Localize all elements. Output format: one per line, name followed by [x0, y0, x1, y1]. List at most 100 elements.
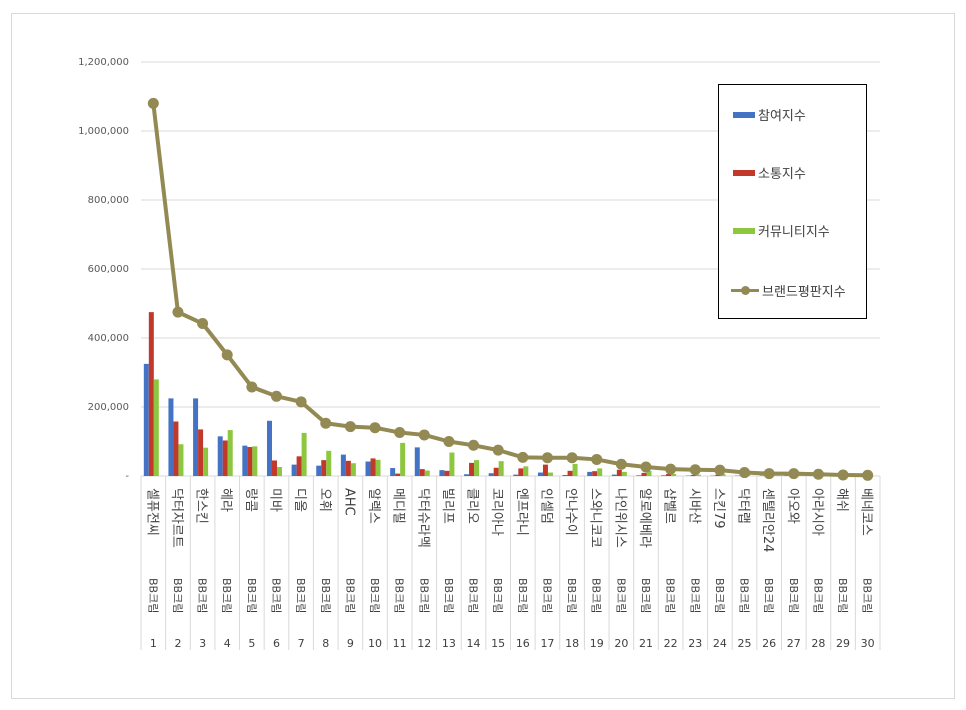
- brand-reputation-point: [221, 349, 233, 361]
- bar: [153, 379, 159, 476]
- category-rank-label: 17: [540, 637, 554, 650]
- category-brand-label: AHC: [341, 488, 356, 516]
- category-brand-label: 아라시아: [809, 488, 824, 536]
- category-group-label: BB크림: [417, 578, 430, 613]
- category-group-label: BB크림: [811, 578, 824, 613]
- legend-swatch-communication: [733, 169, 755, 176]
- bar: [321, 460, 327, 476]
- category-brand-label: 코리아나: [489, 488, 504, 536]
- category-brand-label: 오휘: [317, 488, 332, 512]
- category-rank-label: 13: [442, 637, 456, 650]
- brand-reputation-point: [615, 458, 627, 470]
- brand-reputation-point: [517, 451, 529, 463]
- category-brand-label: 디올: [292, 488, 307, 512]
- bar: [340, 454, 346, 476]
- brand-reputation-point: [665, 463, 677, 475]
- bar: [247, 447, 253, 476]
- category-group-label: BB크림: [762, 578, 775, 613]
- category-group-label: BB크림: [269, 578, 282, 613]
- category-rank-label: 1: [150, 637, 157, 650]
- category-brand-label: 미바: [267, 488, 282, 512]
- bar: [498, 461, 504, 476]
- category-group-label: BB크림: [738, 578, 751, 613]
- legend: 참여지수 소통지수 커뮤니티지수 브랜드평판지수: [718, 84, 867, 319]
- category-group-label: BB크림: [220, 578, 233, 613]
- legend-item-communication: 소통지수: [733, 163, 806, 182]
- bar: [587, 471, 593, 476]
- category-brand-label: 해쉬: [834, 488, 849, 512]
- category-rank-label: 18: [565, 637, 579, 650]
- category-brand-label: 베네코스: [859, 488, 874, 536]
- brand-reputation-point: [763, 468, 775, 480]
- y-tick-label: 400,000: [88, 333, 129, 344]
- legend-label-brand-reputation: 브랜드평판지수: [762, 285, 846, 300]
- category-group-label: BB크림: [639, 578, 652, 613]
- legend-item-brand-reputation: 브랜드평판지수: [731, 281, 846, 300]
- brand-reputation-point: [468, 439, 480, 451]
- bar: [395, 473, 401, 476]
- category-brand-label: 인셀덤: [538, 488, 553, 524]
- brand-reputation-point: [566, 452, 578, 464]
- brand-reputation-point: [812, 468, 824, 480]
- category-rank-label: 3: [199, 637, 206, 650]
- category-brand-label: 시바산: [686, 488, 701, 524]
- bar: [567, 470, 573, 476]
- bar: [271, 460, 277, 476]
- bar: [370, 458, 376, 476]
- category-rank-label: 26: [762, 637, 776, 650]
- category-brand-label: 헤라: [218, 488, 233, 512]
- brand-reputation-point: [394, 427, 406, 439]
- bar: [720, 473, 726, 476]
- category-rank-label: 4: [224, 637, 231, 650]
- brand-reputation-point: [295, 396, 307, 408]
- category-brand-label: 셀퓨전씨: [144, 488, 159, 536]
- category-group-label: BB크림: [590, 578, 603, 613]
- bar: [671, 473, 677, 476]
- category-group-label: BB크림: [196, 578, 209, 613]
- brand-reputation-point: [739, 467, 751, 479]
- brand-reputation-point: [714, 464, 726, 476]
- brand-reputation-point: [443, 436, 455, 447]
- category-brand-label: 메디필: [391, 488, 406, 524]
- category-rank-label: 12: [417, 637, 431, 650]
- bar: [444, 470, 450, 476]
- category-brand-label: 스킨79: [711, 488, 726, 528]
- bar: [252, 446, 258, 476]
- bar: [611, 474, 617, 476]
- brand-reputation-point: [197, 318, 209, 330]
- brand-reputation-point: [492, 444, 504, 456]
- brand-reputation-point: [418, 429, 430, 441]
- category-brand-label: 닥터랩: [736, 488, 751, 524]
- bar: [227, 430, 233, 476]
- y-tick-label: 1,200,000: [78, 57, 129, 68]
- category-rank-label: 19: [590, 637, 604, 650]
- legend-marker-brand-reputation: [741, 286, 750, 295]
- brand-reputation-point: [320, 417, 332, 429]
- category-group-label: BB크림: [516, 578, 529, 613]
- category-group-label: BB크림: [713, 578, 726, 613]
- bar: [523, 466, 529, 476]
- bar: [390, 468, 396, 476]
- category-brand-label: 빌리프: [440, 488, 455, 524]
- bar: [414, 447, 420, 476]
- category-group-label: BB크림: [294, 578, 307, 613]
- bar: [636, 475, 642, 476]
- bar: [439, 470, 445, 476]
- category-group-label: BB크림: [146, 578, 159, 613]
- bar: [345, 460, 351, 476]
- bar: [690, 474, 696, 476]
- bar: [424, 470, 430, 476]
- bar: [666, 473, 672, 476]
- category-group-label: BB크림: [688, 578, 701, 613]
- brand-reputation-point: [837, 469, 849, 481]
- bar: [365, 461, 371, 476]
- legend-swatch-participation: [733, 111, 755, 118]
- brand-reputation-point: [541, 452, 553, 464]
- bar: [217, 436, 223, 476]
- bar: [198, 429, 204, 476]
- bar: [562, 474, 568, 476]
- bar: [616, 469, 622, 476]
- bar: [572, 463, 578, 476]
- category-rank-label: 16: [516, 637, 530, 650]
- bar: [222, 440, 228, 476]
